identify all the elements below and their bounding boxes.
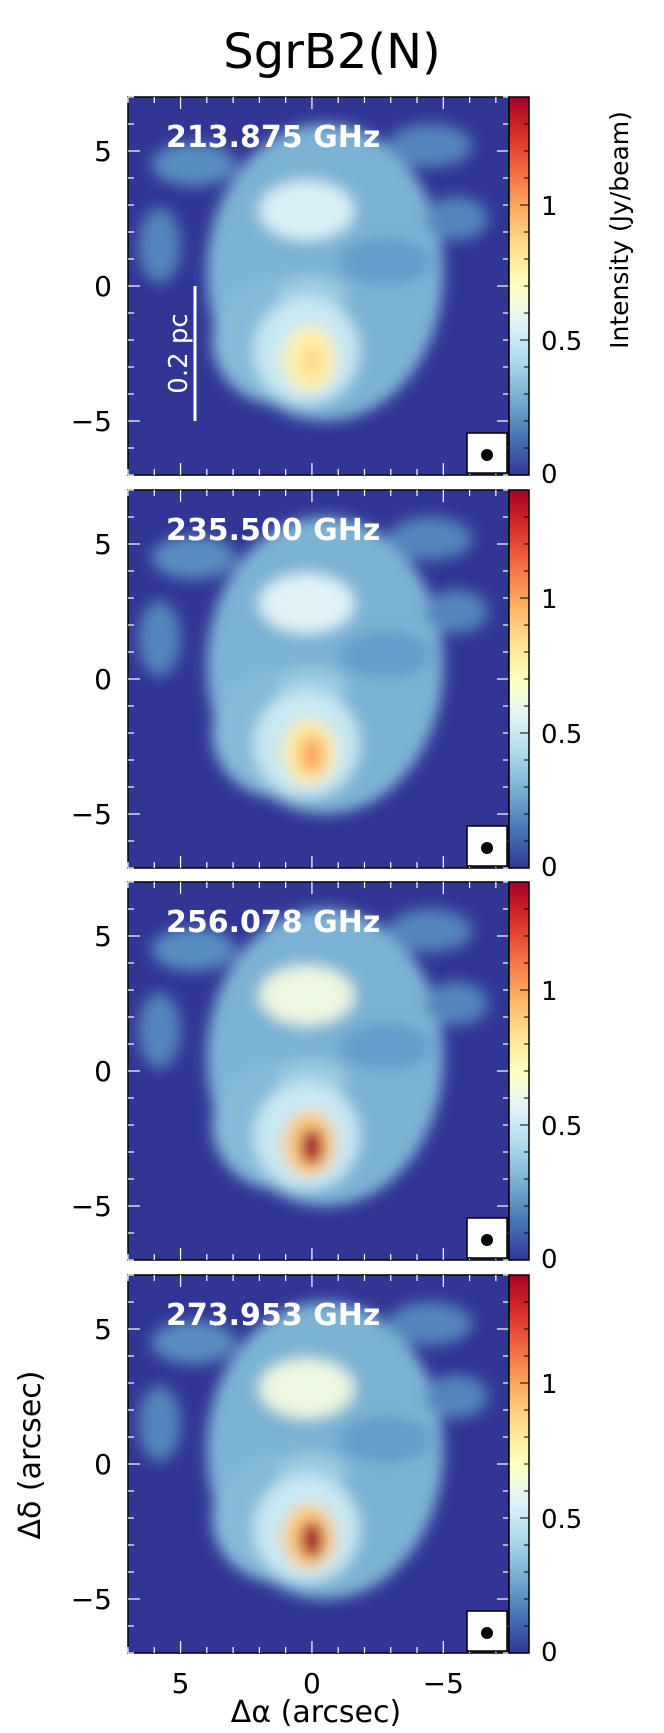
- beam-ellipse: [481, 842, 493, 854]
- emission-blob: [424, 981, 488, 1026]
- emission-blob: [151, 535, 236, 580]
- frequency-label: 235.500 GHz: [166, 513, 380, 548]
- emission-blob: [259, 573, 354, 634]
- y-tick-label: −5: [71, 1190, 112, 1223]
- y-tick-label: 5: [94, 528, 112, 561]
- beam-ellipse: [481, 449, 493, 461]
- y-tick-label: 5: [94, 920, 112, 953]
- emission-blob: [424, 589, 488, 634]
- emission-blob: [338, 1415, 433, 1464]
- emission-blob: [138, 992, 181, 1069]
- frequency-label: 213.875 GHz: [166, 120, 380, 155]
- colorbar-tick-label: 0: [541, 1638, 558, 1668]
- emission-blob: [388, 124, 473, 168]
- y-tick-label: 0: [94, 663, 112, 696]
- y-tick-label: −5: [71, 798, 112, 831]
- colorbar-tick-label: 0: [541, 853, 558, 883]
- colorbar-tick-label: 0.5: [541, 1505, 582, 1535]
- colorbar-tick-label: 1: [541, 977, 558, 1007]
- colorbar-tick-label: 1: [541, 1370, 558, 1400]
- colorbar: 00.51: [508, 881, 582, 1275]
- frequency-label: 273.953 GHz: [166, 1298, 380, 1333]
- colorbar-tick-label: 0: [541, 1245, 558, 1275]
- y-tick-label: 5: [94, 135, 112, 168]
- beam-ellipse: [481, 1627, 493, 1639]
- y-tick-label: 5: [94, 1313, 112, 1346]
- emission-blob: [259, 1358, 354, 1419]
- emission-blob: [259, 965, 354, 1026]
- y-tick-label: −5: [71, 405, 112, 438]
- colorbar-tick-label: 1: [541, 585, 558, 615]
- y-tick-label: 0: [94, 270, 112, 303]
- colorbar-tick-label: 0.5: [541, 720, 582, 750]
- y-axis-label: Δδ (arcsec): [13, 1371, 48, 1540]
- emission-blob: [151, 1320, 236, 1365]
- emission-blob: [388, 1302, 473, 1346]
- emission-peak: [300, 1127, 324, 1166]
- colorbar-tick-label: 0.5: [541, 1112, 582, 1142]
- beam-ellipse: [481, 1234, 493, 1246]
- emission-peak: [300, 342, 324, 381]
- emission-blob: [424, 1374, 488, 1419]
- x-tick-label: 0: [303, 1667, 321, 1700]
- frequency-label: 256.078 GHz: [166, 905, 380, 940]
- emission-blob: [388, 517, 473, 561]
- emission-map: [138, 517, 488, 814]
- emission-peak: [300, 735, 324, 774]
- emission-blob: [138, 207, 181, 284]
- emission-blob: [338, 1022, 433, 1071]
- emission-blob: [338, 630, 433, 679]
- emission-blob: [151, 927, 236, 972]
- emission-blob: [424, 196, 488, 241]
- x-tick-label: 5: [172, 1667, 190, 1700]
- emission-blob: [138, 1385, 181, 1462]
- emission-map: [138, 1302, 488, 1599]
- colorbar-label: Intensity (Jy/beam): [605, 111, 634, 349]
- scale-bar-label: 0.2 pc: [164, 313, 194, 393]
- y-tick-label: −5: [71, 1583, 112, 1616]
- colorbar-tick-label: 1: [541, 192, 558, 222]
- x-tick-label: −5: [423, 1667, 464, 1700]
- emission-peak: [300, 1520, 324, 1559]
- emission-blob: [388, 909, 473, 953]
- colorbar-tick-label: 0.5: [541, 327, 582, 357]
- emission-blob: [138, 600, 181, 677]
- emission-blob: [151, 142, 236, 187]
- y-tick-label: 0: [94, 1448, 112, 1481]
- emission-blob: [259, 180, 354, 241]
- x-axis-label: Δα (arcsec): [231, 1695, 401, 1730]
- y-tick-label: 0: [94, 1055, 112, 1088]
- emission-map: [138, 909, 488, 1206]
- colorbar-tick-label: 0: [541, 460, 558, 490]
- colorbar: 00.51: [508, 1274, 582, 1668]
- colorbar: 00.51: [508, 96, 582, 490]
- figure-title: SgrB2(N): [223, 24, 441, 80]
- emission-blob: [338, 237, 433, 286]
- colorbar: 00.51: [508, 489, 582, 883]
- emission-map: [138, 124, 488, 421]
